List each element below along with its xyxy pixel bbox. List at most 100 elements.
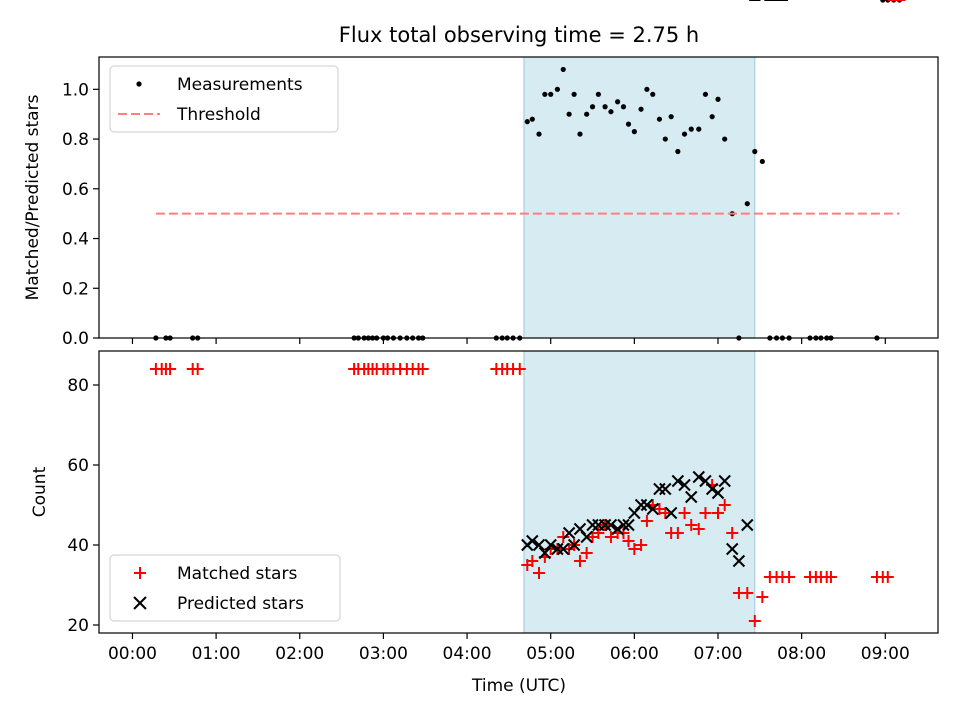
y-tick-label: 80 bbox=[67, 376, 89, 396]
measurement-point bbox=[536, 131, 542, 137]
measurement-point bbox=[620, 104, 627, 110]
x-axis: 00:00 01:00 02:00 03:00 04:00 05:00 06:00 07:00… bbox=[108, 633, 910, 664]
measurement-point bbox=[702, 91, 709, 97]
chart-title: Flux total observing time = 2.75 h bbox=[339, 23, 699, 47]
predicted-star-point bbox=[532, 538, 546, 552]
predicted-star-point bbox=[634, 498, 648, 512]
x-tick-label: 06:00 bbox=[610, 644, 659, 664]
y-tick-label: 1.0 bbox=[62, 80, 89, 100]
counts-series bbox=[149, 0, 906, 627]
predicted-star-point bbox=[526, 534, 539, 548]
x-tick-label: 07:00 bbox=[694, 644, 743, 664]
matched-star-point bbox=[526, 555, 539, 567]
matched-star-point bbox=[532, 567, 545, 579]
measurement-point bbox=[404, 335, 410, 341]
x-tick-label: 08:00 bbox=[777, 644, 826, 664]
predicted-star-point bbox=[659, 482, 672, 496]
matched-star-point bbox=[604, 531, 617, 543]
measurement-point bbox=[779, 335, 786, 341]
counts-axes-frame bbox=[98, 350, 939, 634]
measurement-point bbox=[595, 91, 601, 97]
matched-star-point bbox=[659, 507, 672, 519]
measurement-point bbox=[824, 335, 830, 341]
measurement-point bbox=[656, 116, 663, 122]
measurement-point bbox=[369, 335, 376, 341]
matched-star-point bbox=[628, 543, 641, 555]
counts-y-label: Count bbox=[30, 466, 50, 517]
x-axis-label: Time (UTC) bbox=[471, 676, 566, 696]
matched-star-point bbox=[164, 363, 177, 375]
measurement-point bbox=[493, 335, 499, 341]
measurement-point bbox=[675, 148, 681, 155]
predicted-star-point bbox=[586, 518, 599, 532]
measurement-point bbox=[602, 104, 608, 110]
legend-measurements-marker bbox=[136, 81, 142, 87]
matched-star-point bbox=[718, 499, 731, 511]
predicted-star-point bbox=[726, 542, 739, 556]
legend-matched-label: Matched stars bbox=[177, 564, 297, 584]
legend-predicted-label: Predicted stars bbox=[177, 594, 304, 614]
ratio-y-label: Matched/Predicted stars bbox=[23, 94, 43, 300]
ratio-x-ticks bbox=[131, 338, 886, 344]
measurement-point bbox=[499, 335, 505, 341]
x-tick-label: 00:00 bbox=[108, 644, 157, 664]
predicted-star-point bbox=[678, 478, 691, 492]
legend-matched-marker bbox=[134, 567, 146, 579]
measurement-point bbox=[529, 116, 535, 122]
measurement-point bbox=[668, 114, 674, 120]
measurement-point bbox=[722, 136, 728, 142]
y-tick-label: 60 bbox=[67, 456, 89, 476]
measurement-point bbox=[736, 335, 742, 341]
measurement-point bbox=[167, 335, 173, 341]
x-tick-label: 01:00 bbox=[192, 644, 241, 664]
measurement-point bbox=[752, 148, 758, 155]
predicted-star-point bbox=[617, 518, 630, 532]
predicted-star-point bbox=[705, 482, 719, 496]
matched-star-point bbox=[783, 571, 796, 583]
y-tick-label: 0.0 bbox=[62, 329, 89, 349]
measurement-point bbox=[517, 335, 523, 341]
measurement-point bbox=[380, 335, 387, 341]
predicted-star-point bbox=[567, 538, 581, 552]
measurement-point bbox=[608, 109, 614, 115]
matched-star-point bbox=[726, 527, 739, 539]
measurement-point bbox=[390, 335, 397, 341]
predicted-star-point bbox=[580, 530, 593, 544]
x-tick-label: 02:00 bbox=[275, 644, 324, 664]
predicted-star-point bbox=[604, 518, 618, 532]
legend-measurements-label: Measurements bbox=[177, 75, 303, 95]
predicted-star-point bbox=[685, 490, 698, 504]
matched-star-point bbox=[756, 591, 769, 603]
measurement-point bbox=[153, 335, 159, 341]
predicted-star-point bbox=[538, 546, 552, 560]
predicted-star-point bbox=[640, 498, 654, 512]
predicted-star-point bbox=[653, 482, 666, 496]
measurement-point bbox=[828, 335, 834, 341]
predicted-star-point bbox=[741, 518, 754, 532]
matched-star-point bbox=[513, 363, 526, 375]
ratio-y-axis: 0.0 0.2 0.4 0.6 0.8 1.0 bbox=[62, 80, 99, 349]
measurement-point bbox=[631, 129, 637, 135]
measurement-point bbox=[351, 335, 357, 341]
measurement-point bbox=[813, 335, 819, 341]
matched-star-point bbox=[748, 615, 761, 627]
predicted-star-point bbox=[551, 542, 564, 556]
measurement-point bbox=[384, 335, 391, 341]
measurement-point bbox=[615, 99, 621, 105]
measurement-point bbox=[410, 335, 416, 341]
measurement-point bbox=[524, 119, 530, 125]
ratio-legend: Measurements Threshold bbox=[109, 65, 339, 133]
y-tick-label: 20 bbox=[67, 616, 89, 636]
observing-window-band bbox=[523, 56, 756, 339]
measurement-point bbox=[709, 114, 715, 120]
matched-star-point bbox=[699, 507, 712, 519]
legend-predicted-marker bbox=[133, 596, 147, 610]
matched-star-point bbox=[622, 535, 635, 547]
measurement-point bbox=[625, 121, 632, 127]
matched-star-point bbox=[692, 523, 705, 535]
counts-legend: Matched stars Predicted stars bbox=[109, 554, 341, 622]
measurement-point bbox=[554, 86, 560, 92]
measurement-point bbox=[542, 91, 548, 97]
predicted-star-point bbox=[557, 542, 570, 556]
